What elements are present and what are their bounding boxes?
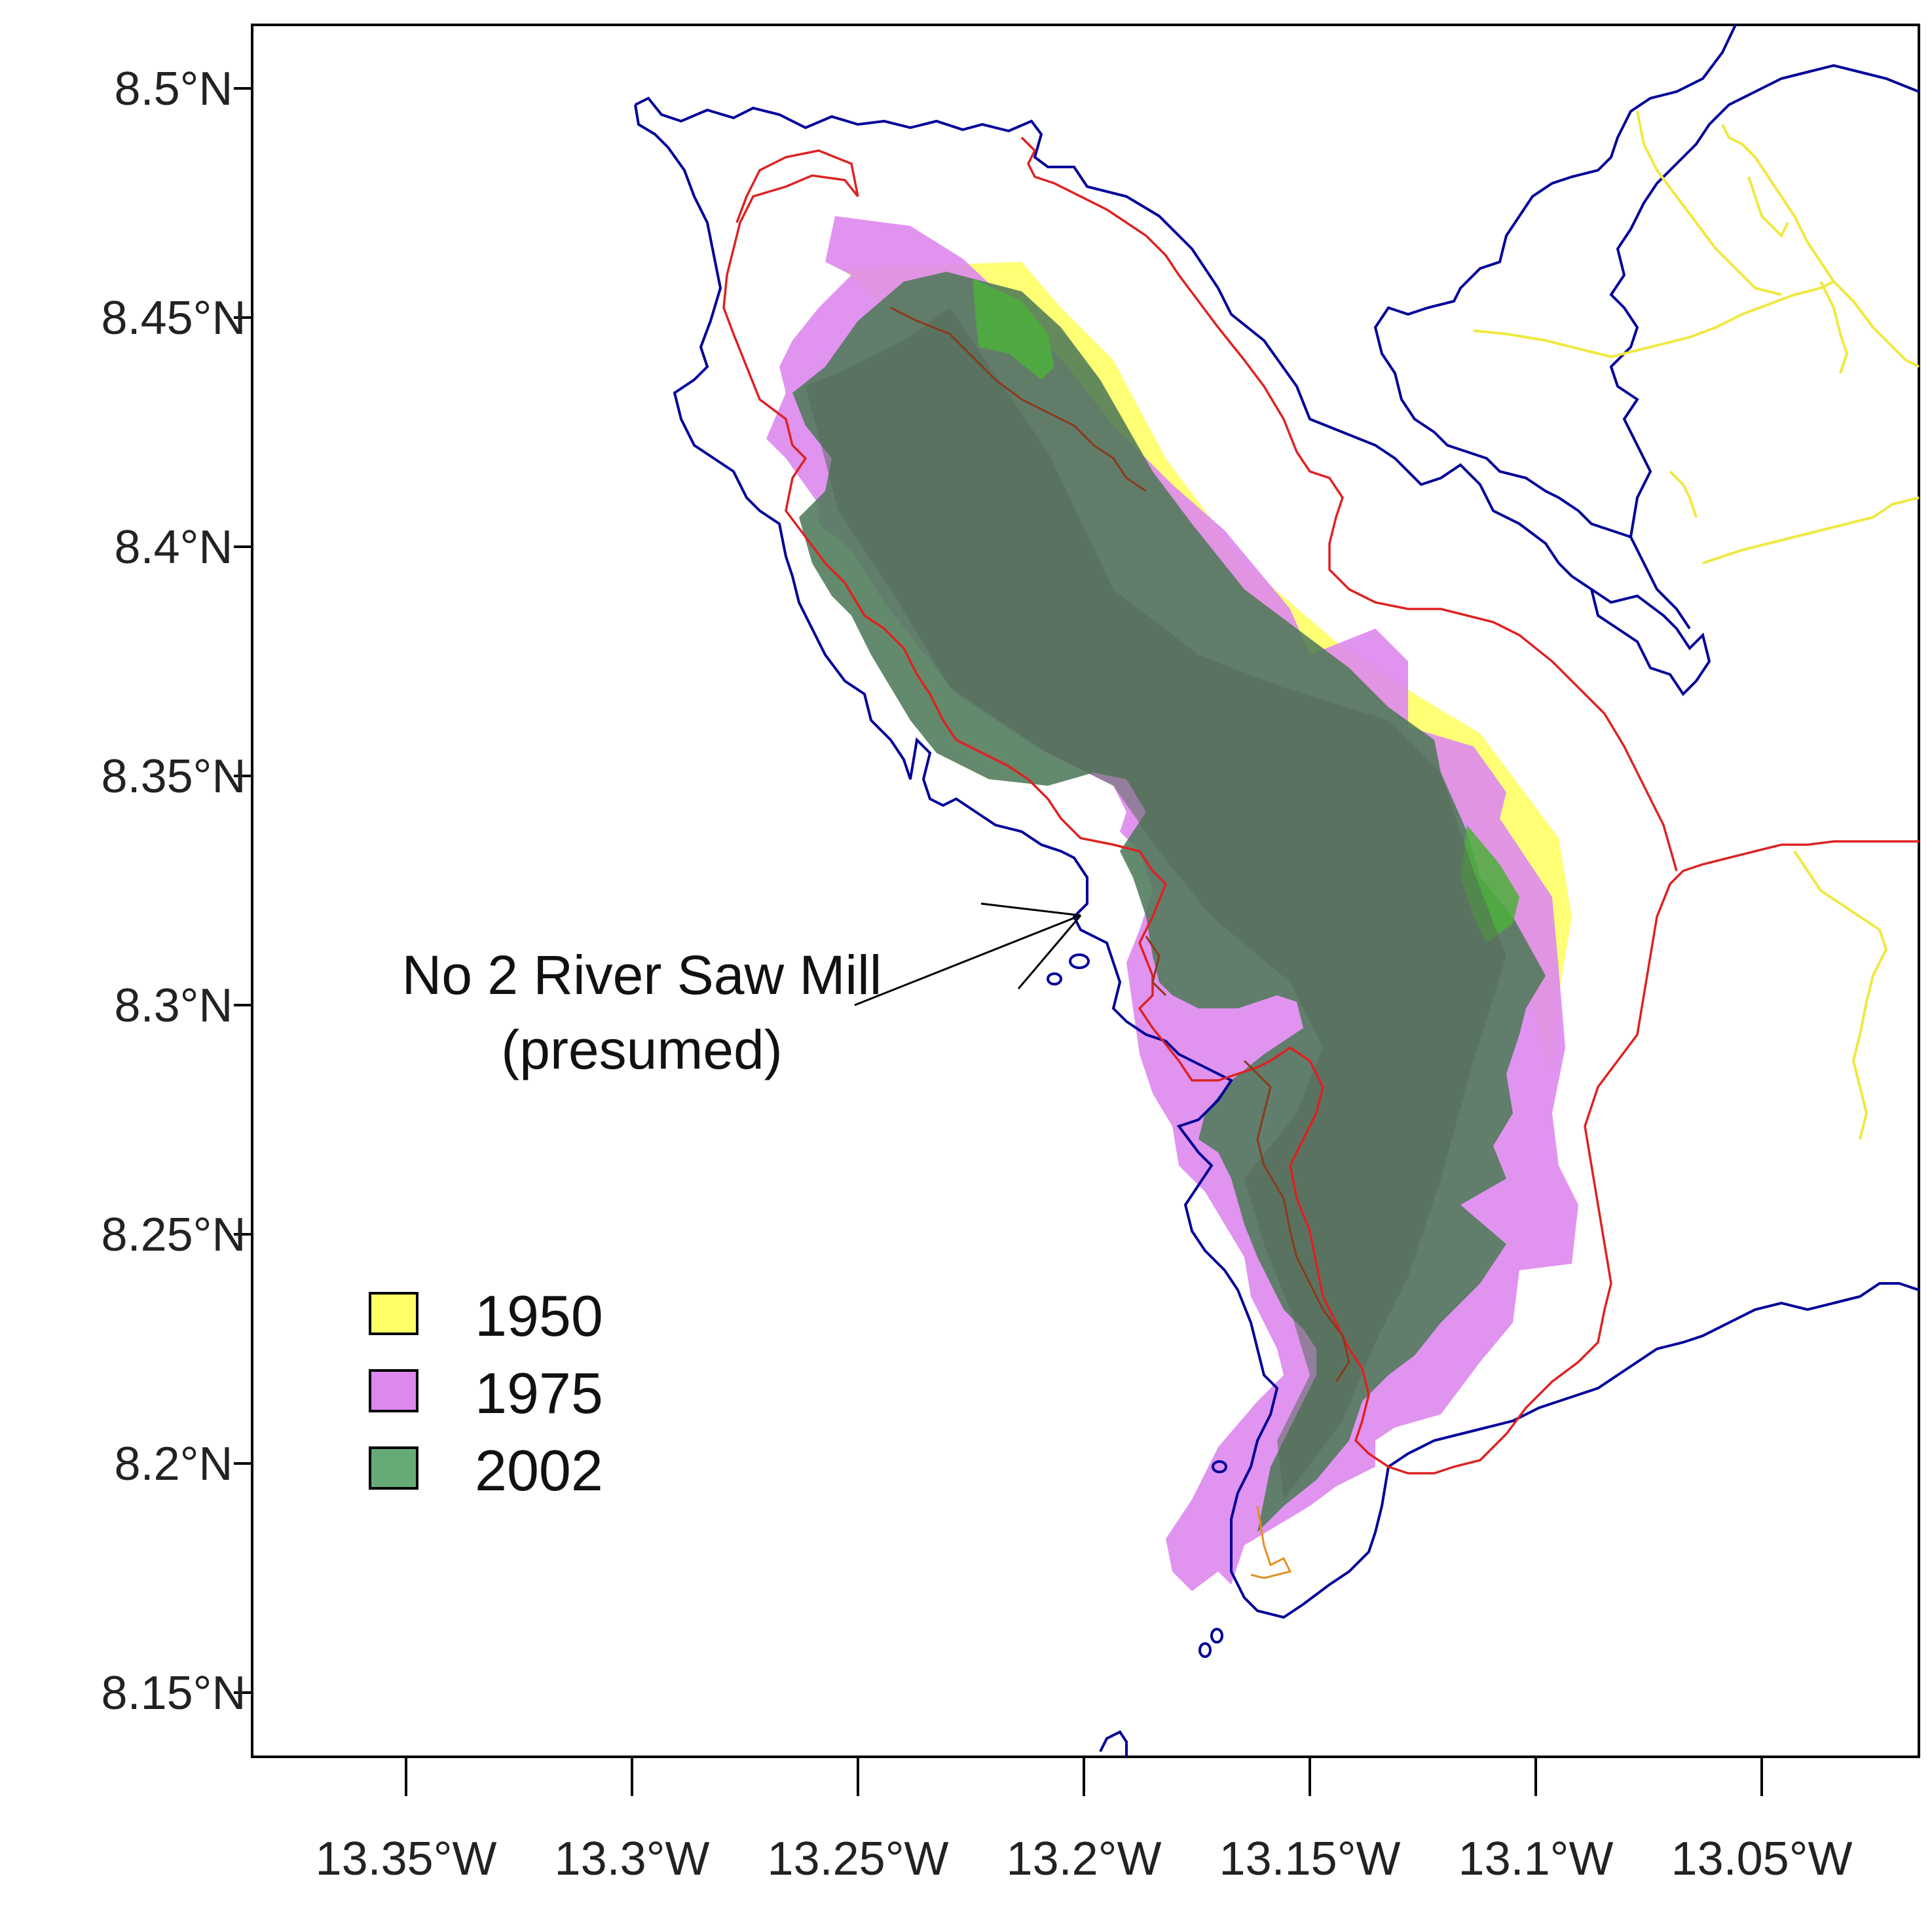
river-4 bbox=[1636, 111, 1782, 296]
legend-swatch-1950 bbox=[369, 1292, 418, 1335]
island-4 bbox=[1210, 1628, 1223, 1644]
x-tick-label: 13.25°W bbox=[768, 1833, 949, 1885]
road-south bbox=[1243, 1059, 1350, 1382]
x-tick-label: 13.2°W bbox=[1007, 1833, 1162, 1885]
river-2 bbox=[1721, 124, 1835, 283]
coastline-west bbox=[634, 104, 1920, 1619]
y-tick-label: 8.5°N bbox=[115, 63, 233, 115]
legend-label-1950: 1950 bbox=[475, 1283, 603, 1348]
river-7 bbox=[1702, 496, 1920, 564]
legend-label-2002: 2002 bbox=[475, 1438, 603, 1503]
road-north bbox=[890, 306, 1147, 492]
annotation-arrow-line bbox=[854, 914, 1081, 1006]
road-orange bbox=[1250, 1505, 1292, 1579]
saw-mill-annotation: No 2 River Saw Mill (presumed) bbox=[402, 902, 1082, 1080]
annotation-arrowhead-upper bbox=[980, 902, 1081, 917]
red-boundary-line bbox=[722, 174, 1919, 1475]
river-9 bbox=[1793, 850, 1888, 1140]
road-mill bbox=[1145, 936, 1167, 997]
y-tick-label: 8.15°N bbox=[102, 1667, 246, 1719]
x-tick-label: 13.35°W bbox=[316, 1833, 497, 1885]
coastline-peninsula bbox=[635, 96, 1711, 697]
x-tick-label: 13.3°W bbox=[555, 1833, 710, 1885]
y-tick-label: 8.3°N bbox=[115, 980, 233, 1032]
y-tick-label: 8.45°N bbox=[102, 292, 246, 344]
y-axis: 8.5°N 8.45°N 8.4°N 8.35°N 8.3°N 8.25°N 8.2°N 8.… bbox=[102, 63, 252, 1719]
y-tick-label: 8.35°N bbox=[102, 750, 246, 803]
annotation-label-line2: (presumed) bbox=[501, 1019, 782, 1080]
coastline-river-arm bbox=[1629, 536, 1691, 630]
legend: 1950 1975 2002 bbox=[369, 1283, 603, 1503]
island-2 bbox=[1047, 972, 1062, 985]
legend-swatch-1975 bbox=[369, 1369, 418, 1412]
y-tick-label: 8.2°N bbox=[115, 1438, 233, 1490]
plot-frame bbox=[251, 24, 1920, 1758]
red-boundary-east bbox=[1020, 136, 1678, 872]
island-1 bbox=[1069, 953, 1090, 969]
x-axis: 13.35°W 13.3°W 13.25°W 13.2°W 13.15°W 13.1°W 1… bbox=[316, 1757, 1853, 1885]
island-6 bbox=[1099, 1730, 1128, 1757]
rivers-layer bbox=[1473, 111, 1920, 1140]
island-5 bbox=[1198, 1642, 1212, 1658]
y-tick-label: 8.25°N bbox=[102, 1209, 246, 1261]
forest-2002-patch-north bbox=[973, 278, 1054, 380]
red-boundary-north bbox=[735, 149, 859, 223]
river-1 bbox=[1473, 280, 1834, 359]
forest-core-overlap bbox=[806, 308, 1506, 1499]
river-8 bbox=[1669, 470, 1698, 518]
boundary-layer bbox=[722, 136, 1919, 1475]
island-3 bbox=[1212, 1460, 1227, 1473]
legend-swatch-2002 bbox=[369, 1446, 418, 1490]
river-3 bbox=[1832, 280, 1920, 368]
annotation-label-line1: No 2 River Saw Mill bbox=[402, 944, 882, 1006]
annotation-arrowhead-lower bbox=[1017, 915, 1082, 989]
forest-cover-layers bbox=[766, 216, 1578, 1591]
roads-layer bbox=[890, 306, 1350, 1579]
x-tick-label: 13.15°W bbox=[1219, 1833, 1401, 1885]
river-5 bbox=[1747, 176, 1789, 238]
legend-label-1975: 1975 bbox=[475, 1361, 603, 1425]
x-tick-label: 13.1°W bbox=[1458, 1833, 1614, 1885]
river-6 bbox=[1819, 281, 1849, 374]
x-tick-label: 13.05°W bbox=[1671, 1833, 1853, 1885]
y-tick-label: 8.4°N bbox=[115, 521, 233, 574]
